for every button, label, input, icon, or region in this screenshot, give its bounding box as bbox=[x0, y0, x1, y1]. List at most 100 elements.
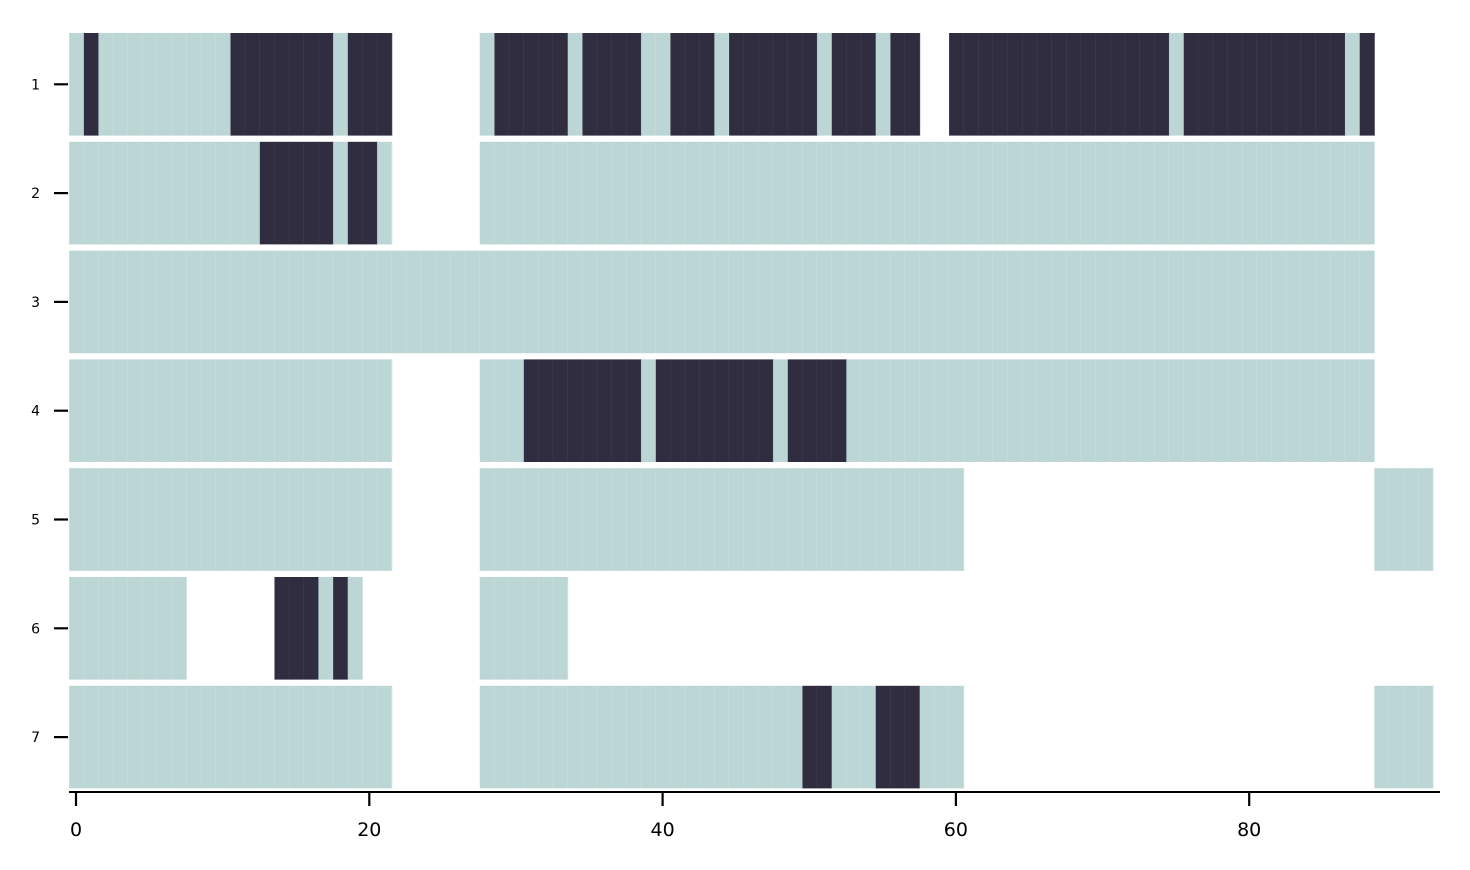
heatmap-cell bbox=[1095, 359, 1111, 462]
heatmap-cell bbox=[1315, 141, 1331, 245]
heatmap-cell bbox=[127, 468, 143, 571]
heatmap-cell bbox=[171, 141, 187, 245]
heatmap-cell bbox=[186, 685, 202, 789]
heatmap-cell bbox=[1125, 359, 1141, 462]
heatmap-cell bbox=[963, 359, 979, 462]
heatmap-cell bbox=[1125, 250, 1141, 354]
heatmap-cell bbox=[1007, 141, 1023, 245]
heatmap-cell bbox=[1286, 141, 1302, 245]
heatmap-cell bbox=[201, 141, 217, 245]
heatmap-cell bbox=[333, 468, 349, 571]
heatmap-cell bbox=[611, 33, 627, 136]
heatmap-cell bbox=[817, 359, 833, 462]
heatmap-cell bbox=[1359, 33, 1375, 136]
heatmap-cell bbox=[83, 468, 99, 571]
heatmap-cell bbox=[509, 33, 525, 136]
heatmap-cell bbox=[831, 250, 847, 354]
heatmap-cell bbox=[699, 141, 715, 245]
heatmap-cell bbox=[259, 33, 275, 136]
heatmap-cell bbox=[230, 468, 246, 571]
heatmap-cell bbox=[567, 33, 583, 136]
heatmap-cell bbox=[817, 250, 833, 354]
heatmap-cell bbox=[949, 33, 965, 136]
heatmap-cell bbox=[963, 250, 979, 354]
heatmap-cell bbox=[1051, 141, 1067, 245]
heatmap-cell bbox=[1242, 359, 1258, 462]
heatmap-cell bbox=[1257, 359, 1272, 462]
heatmap-cell bbox=[333, 141, 349, 245]
heatmap-cell bbox=[98, 359, 114, 462]
heatmap-cell bbox=[685, 685, 701, 789]
heatmap-cell bbox=[890, 685, 906, 789]
heatmap-cell bbox=[567, 141, 583, 245]
heatmap-cell bbox=[611, 468, 627, 571]
heatmap-cell bbox=[494, 577, 510, 680]
heatmap-cell bbox=[142, 468, 158, 571]
heatmap-cell bbox=[377, 468, 393, 571]
heatmap-cell bbox=[773, 141, 789, 245]
heatmap-cell bbox=[127, 141, 143, 245]
heatmap-cell bbox=[1242, 141, 1258, 245]
heatmap-cell bbox=[230, 33, 246, 136]
heatmap-cell bbox=[465, 250, 481, 354]
heatmap-cell bbox=[934, 141, 950, 245]
heatmap-cell bbox=[69, 359, 85, 462]
heatmap-cell bbox=[1418, 685, 1434, 789]
heatmap-cell bbox=[333, 359, 349, 462]
heatmap-cell bbox=[1403, 685, 1419, 789]
y-tick-label: 6 bbox=[31, 621, 40, 637]
heatmap-cell bbox=[318, 250, 334, 354]
y-tick-label: 7 bbox=[31, 730, 40, 746]
heatmap-cell bbox=[934, 359, 950, 462]
heatmap-cell bbox=[655, 33, 671, 136]
heatmap-cell bbox=[729, 33, 745, 136]
heatmap-cell bbox=[113, 33, 129, 136]
heatmap-cell bbox=[670, 359, 686, 462]
heatmap-cell bbox=[1198, 359, 1214, 462]
heatmap-cell bbox=[978, 250, 994, 354]
heatmap-cell bbox=[890, 359, 906, 462]
heatmap-cell bbox=[758, 33, 774, 136]
heatmap-cell bbox=[1154, 250, 1170, 354]
heatmap-cell bbox=[1374, 685, 1390, 789]
heatmap-cell bbox=[201, 468, 217, 571]
heatmap-cell bbox=[333, 577, 349, 680]
heatmap-cell bbox=[98, 141, 114, 245]
heatmap-cell bbox=[113, 141, 129, 245]
heatmap-cell bbox=[597, 33, 613, 136]
heatmap-cell bbox=[1213, 250, 1228, 354]
heatmap-cell bbox=[758, 685, 774, 789]
heatmap-cell bbox=[1286, 359, 1302, 462]
heatmap-cell bbox=[802, 685, 818, 789]
heatmap-cell bbox=[802, 141, 818, 245]
heatmap-cell bbox=[1022, 250, 1038, 354]
heatmap-cell bbox=[787, 141, 803, 245]
heatmap-cell bbox=[362, 468, 378, 571]
heatmap-cell bbox=[1271, 141, 1287, 245]
heatmap-cell bbox=[1139, 141, 1155, 245]
heatmap-cell bbox=[289, 33, 305, 136]
heatmap-cell bbox=[773, 685, 789, 789]
heatmap-cell bbox=[523, 577, 539, 680]
heatmap-cell bbox=[846, 33, 862, 136]
heatmap-cell bbox=[201, 33, 217, 136]
heatmap-cell bbox=[83, 250, 99, 354]
heatmap-cell bbox=[1271, 359, 1287, 462]
heatmap-cell bbox=[1022, 141, 1038, 245]
heatmap-cell bbox=[289, 141, 305, 245]
heatmap-cell bbox=[538, 577, 554, 680]
heatmap-cell bbox=[157, 685, 173, 789]
heatmap-cell bbox=[1271, 250, 1287, 354]
heatmap-cell bbox=[523, 468, 539, 571]
heatmap-cell bbox=[1095, 33, 1111, 136]
heatmap-cell bbox=[787, 468, 803, 571]
heatmap-cell bbox=[98, 577, 114, 680]
heatmap-cell bbox=[347, 33, 363, 136]
heatmap-cell bbox=[875, 33, 891, 136]
heatmap-cell bbox=[479, 250, 495, 354]
heatmap-cell bbox=[597, 250, 613, 354]
heatmap-cell bbox=[157, 250, 173, 354]
heatmap-cell bbox=[83, 685, 99, 789]
heatmap-cell bbox=[1286, 250, 1302, 354]
heatmap-cell bbox=[1330, 359, 1346, 462]
